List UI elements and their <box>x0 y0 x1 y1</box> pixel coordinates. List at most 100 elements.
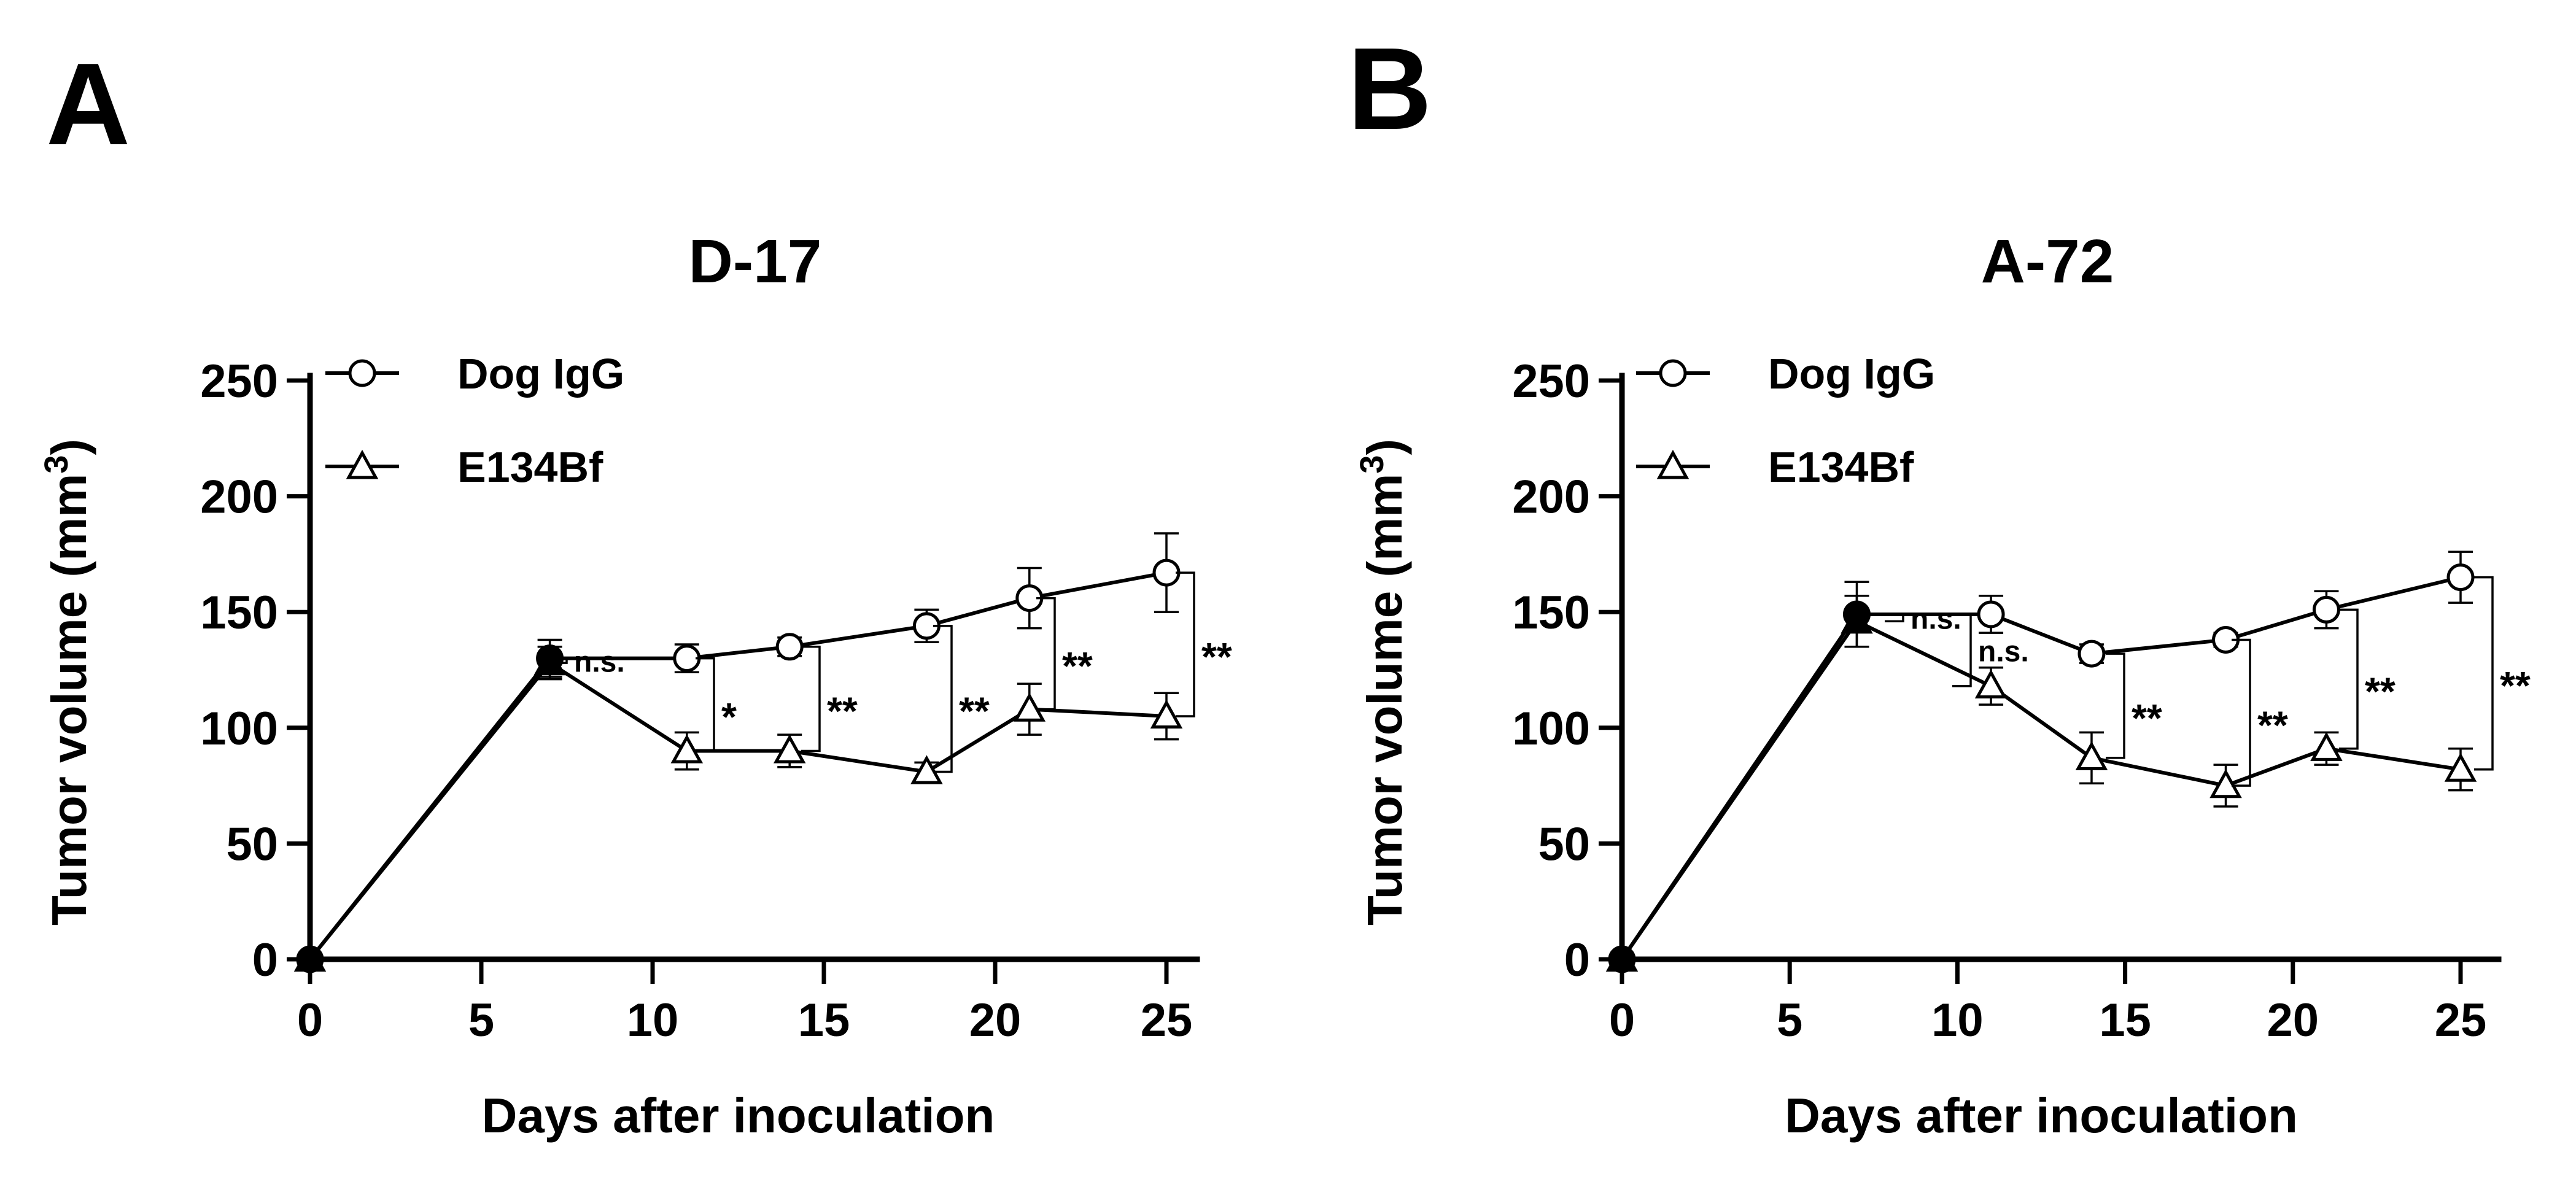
bracket-line <box>1952 613 1972 687</box>
legend-circle-icon <box>348 359 376 387</box>
legend-label: Dog IgG <box>457 350 624 398</box>
x-tick-label: 0 <box>1609 994 1635 1046</box>
legend-entry-e134bf: E134Bf <box>1636 443 1914 491</box>
data-point-circle <box>673 644 701 673</box>
data-point-triangle <box>1150 699 1183 729</box>
significance-label: * <box>721 695 737 739</box>
y-axis-label-text: Tumor volume (mm <box>1357 474 1412 926</box>
data-point-triangle <box>2075 741 2108 770</box>
significance-bracket: ** <box>2339 608 2396 750</box>
legend-circle-icon <box>1659 359 1687 387</box>
data-point-circle <box>1152 559 1181 587</box>
significance-bracket: ** <box>2474 576 2531 771</box>
bracket-line <box>2339 608 2359 750</box>
chart-title: A-72 <box>1981 227 2114 296</box>
significance-bracket: * <box>696 657 737 752</box>
bracket-line <box>2106 652 2125 759</box>
y-tick-label: 50 <box>226 818 278 870</box>
bracket-line <box>1176 571 1195 717</box>
x-tick-label: 25 <box>2435 994 2487 1046</box>
data-point-triangle <box>1013 692 1046 722</box>
significance-label: ** <box>1062 644 1093 688</box>
series-line <box>308 571 1167 961</box>
bracket-line <box>933 625 953 773</box>
y-axis-label-text: Tumor volume (mm <box>42 474 96 926</box>
y-tick-label: 150 <box>1512 587 1590 639</box>
x-tick-label: 25 <box>1141 994 1193 1046</box>
data-point-triangle <box>1841 605 1873 634</box>
panel-label: B <box>1348 24 1432 154</box>
y-axis-label-close: ) <box>1357 439 1412 455</box>
legend-label: Dog IgG <box>1768 350 1935 398</box>
y-axis-label: Tumor volume (mm3) <box>1354 439 1412 926</box>
legend-triangle-icon <box>346 449 379 479</box>
x-tick-label: 15 <box>798 994 850 1046</box>
significance-label: ** <box>2257 703 2288 747</box>
chart-panel-a: A D-17 0 50 100 150 200 250 0 5 10 15 20 25 Days after… <box>38 39 1232 1143</box>
y-tick-label: 50 <box>1538 818 1590 870</box>
legend-label: E134Bf <box>1768 443 1914 491</box>
data-point-circle <box>1977 600 2005 628</box>
data-point-triangle <box>2444 752 2477 782</box>
bracket-line <box>2474 576 2494 771</box>
x-axis-label: Days after inoculation <box>1785 1088 2298 1143</box>
significance-label: ** <box>2132 696 2162 740</box>
significance-bracket: ** <box>2232 638 2288 787</box>
panel-label: A <box>46 39 130 169</box>
x-tick-label: 5 <box>1777 994 1802 1046</box>
significance-bracket: ** <box>1176 571 1232 717</box>
legend-entry-dog-igg: Dog IgG <box>1636 350 1935 398</box>
legend-entry-dog-igg: Dog IgG <box>325 350 624 398</box>
significance-bracket: ** <box>2106 652 2162 759</box>
x-tick-label: 20 <box>2267 994 2319 1046</box>
x-tick-label: 10 <box>627 994 679 1046</box>
bracket-line <box>1885 613 1904 623</box>
y-tick-label: 250 <box>1512 355 1590 408</box>
significance-label: ** <box>2500 663 2531 708</box>
significance-bracket: n.s. <box>1885 603 1961 636</box>
bracket-line <box>696 657 715 752</box>
y-tick-label: 0 <box>1564 934 1590 986</box>
bracket-line <box>2232 638 2251 787</box>
y-tick-label: 0 <box>252 934 278 986</box>
chart-panel-b: B A-72 0 50 100 150 200 250 0 5 10 15 20 25 Days after… <box>1348 24 2531 1143</box>
y-tick-label: 100 <box>1512 703 1590 755</box>
legend-triangle-icon <box>1656 449 1690 479</box>
significance-label: n.s. <box>574 646 625 678</box>
data-point-triangle <box>1974 669 2008 699</box>
series-line <box>1620 619 2461 961</box>
data-point-circle <box>775 633 804 661</box>
legend-entry-e134bf: E134Bf <box>325 443 603 491</box>
data-point-triangle <box>773 734 806 763</box>
data-point-circle <box>2312 595 2340 624</box>
series-line <box>308 660 1167 961</box>
x-tick-label: 5 <box>468 994 494 1046</box>
data-point-triangle <box>533 646 566 676</box>
series-dog-igg <box>1608 551 2475 973</box>
data-point-triangle <box>1605 942 1639 972</box>
significance-bracket: ** <box>801 646 858 752</box>
significance-label: ** <box>1201 635 1232 679</box>
data-point-triangle <box>293 942 327 972</box>
y-axis-label: Tumor volume (mm3) <box>38 439 96 926</box>
significance-label: ** <box>827 689 858 733</box>
y-tick-label: 100 <box>200 703 278 755</box>
y-axis-label-superscript: 3 <box>1354 455 1391 474</box>
significance-label: ** <box>959 689 990 733</box>
significance-bracket: n.s. <box>548 646 625 678</box>
y-axis-label-superscript: 3 <box>38 455 75 474</box>
data-point-triangle <box>2310 732 2343 761</box>
data-point-circle <box>2446 563 2475 592</box>
chart-title: D-17 <box>689 227 822 296</box>
significance-label: ** <box>2365 670 2396 714</box>
y-axis-label-close: ) <box>42 439 96 455</box>
bracket-line <box>548 657 568 664</box>
data-point-triangle <box>670 734 704 763</box>
significance-label: n.s. <box>1911 603 1961 636</box>
x-tick-label: 10 <box>1931 994 1984 1046</box>
significance-label: n.s. <box>1978 635 2029 668</box>
legend-label: E134Bf <box>457 443 603 491</box>
bracket-line <box>801 646 821 752</box>
y-tick-label: 150 <box>200 587 278 639</box>
